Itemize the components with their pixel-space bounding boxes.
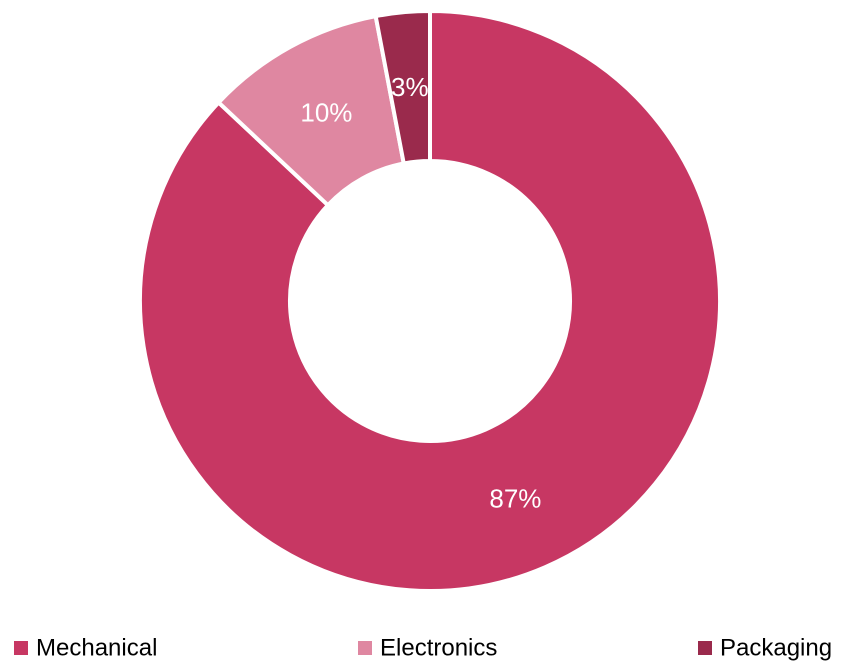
slice-mechanical — [138, 8, 722, 593]
legend-label-electronics: Electronics — [380, 635, 497, 662]
legend-swatch-packaging — [698, 641, 712, 655]
legend-item-electronics: Electronics — [358, 635, 497, 662]
slice-packaging — [373, 8, 432, 166]
chart-legend: Mechanical Electronics Packaging — [14, 635, 832, 662]
legend-swatch-mechanical — [14, 641, 28, 655]
data-label-mechanical: 87% — [489, 483, 541, 513]
chart-slices — [138, 8, 722, 593]
legend-label-mechanical: Mechanical — [36, 635, 157, 662]
legend-swatch-electronics — [358, 641, 372, 655]
legend-item-packaging: Packaging — [698, 635, 832, 662]
chart-data-labels: 87% 10% 3% — [300, 72, 541, 513]
legend-label-packaging: Packaging — [720, 635, 832, 662]
data-label-packaging: 3% — [391, 72, 429, 102]
data-label-electronics: 10% — [300, 98, 352, 128]
legend-item-mechanical: Mechanical — [14, 635, 157, 662]
